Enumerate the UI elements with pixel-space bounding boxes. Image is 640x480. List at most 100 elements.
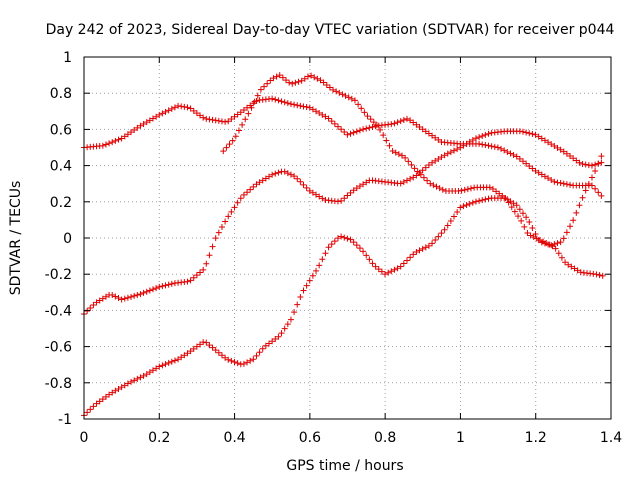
- data-point: [341, 129, 348, 136]
- data-point: [403, 257, 410, 264]
- data-point: [326, 84, 333, 91]
- data-point: [595, 189, 602, 196]
- data-point: [369, 124, 376, 131]
- data-point: [513, 202, 520, 209]
- data-point: [598, 159, 605, 166]
- data-point: [294, 301, 301, 308]
- data-point: [235, 127, 242, 134]
- data-point: [486, 184, 493, 191]
- data-point: [570, 217, 577, 224]
- data-point: [102, 293, 109, 300]
- data-point: [596, 272, 603, 279]
- data-point: [372, 263, 379, 270]
- data-point: [545, 175, 552, 182]
- data-point: [137, 122, 144, 129]
- data-point: [347, 130, 354, 137]
- data-point: [237, 109, 244, 116]
- data-point: [429, 132, 436, 139]
- data-point: [118, 384, 125, 391]
- data-point: [588, 174, 595, 181]
- data-point: [545, 139, 552, 146]
- data-point: [501, 147, 508, 154]
- data-point: [239, 121, 246, 128]
- data-point: [165, 107, 172, 114]
- data-point: [350, 129, 357, 136]
- data-point: [294, 102, 301, 109]
- data-point: [476, 134, 483, 141]
- data-point: [342, 92, 349, 99]
- data-point: [162, 361, 169, 368]
- data-point: [222, 218, 229, 225]
- data-point: [529, 165, 536, 172]
- data-point: [226, 141, 233, 148]
- data-point: [134, 375, 141, 382]
- data-point: [554, 240, 561, 247]
- data-point: [190, 274, 197, 281]
- data-point: [137, 374, 144, 381]
- data-point: [592, 185, 599, 192]
- data-point: [153, 113, 160, 120]
- data-point: [438, 154, 445, 161]
- data-point: [231, 113, 238, 120]
- data-point: [121, 133, 128, 140]
- data-point: [551, 178, 558, 185]
- data-point: [251, 98, 258, 105]
- data-point: [485, 130, 492, 137]
- data-point: [395, 151, 402, 158]
- data-point: [563, 150, 570, 157]
- data-point: [181, 352, 188, 359]
- data-point: [291, 173, 298, 180]
- data-point: [538, 135, 545, 142]
- series-satellite-2: [220, 72, 606, 279]
- data-point: [541, 240, 548, 247]
- y-tick-label: -1: [58, 412, 72, 428]
- data-point: [106, 140, 113, 147]
- data-point: [363, 125, 370, 132]
- data-point: [96, 297, 103, 304]
- data-point: [585, 162, 592, 169]
- data-point: [560, 148, 567, 155]
- data-point: [527, 232, 534, 239]
- data-point: [253, 181, 260, 188]
- data-point: [350, 239, 357, 246]
- data-point: [518, 217, 525, 224]
- data-point: [184, 278, 191, 285]
- data-point: [281, 99, 288, 106]
- data-point: [341, 195, 348, 202]
- data-point: [146, 369, 153, 376]
- data-point: [515, 213, 522, 220]
- data-point: [222, 354, 229, 361]
- data-point: [272, 96, 279, 103]
- data-point: [516, 206, 523, 213]
- data-point: [416, 124, 423, 131]
- data-point: [259, 177, 266, 184]
- data-point: [476, 197, 483, 204]
- data-point: [112, 137, 119, 144]
- data-point: [284, 321, 291, 328]
- data-point: [279, 74, 286, 81]
- data-point: [507, 150, 514, 157]
- data-point: [203, 115, 210, 122]
- x-tick-label: 0: [80, 430, 89, 446]
- data-point: [266, 173, 273, 180]
- data-point: [435, 136, 442, 143]
- data-point: [300, 181, 307, 188]
- data-point: [372, 123, 379, 130]
- data-point: [363, 179, 370, 186]
- data-point: [281, 168, 288, 175]
- data-point: [403, 115, 410, 122]
- data-point: [405, 158, 412, 165]
- data-point: [400, 178, 407, 185]
- data-point: [524, 229, 531, 236]
- data-point: [289, 80, 296, 87]
- data-point: [422, 128, 429, 135]
- data-point: [558, 254, 565, 261]
- data-point: [523, 129, 530, 136]
- data-point: [118, 296, 125, 303]
- data-point: [334, 198, 341, 205]
- x-tick-label: 1.2: [525, 430, 547, 446]
- data-point: [451, 213, 458, 220]
- data-point: [454, 146, 461, 153]
- data-point: [380, 132, 387, 139]
- data-point: [378, 268, 385, 275]
